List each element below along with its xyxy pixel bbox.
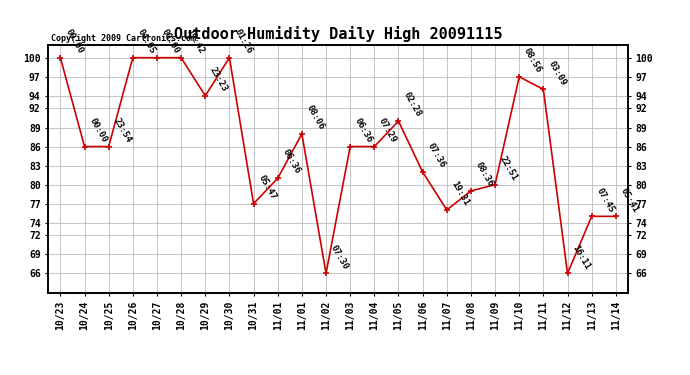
Text: 00:00: 00:00 [88, 116, 108, 144]
Text: 08:06: 08:06 [305, 104, 326, 131]
Text: 06:36: 06:36 [353, 116, 374, 144]
Text: 08:36: 08:36 [474, 160, 495, 188]
Text: 03:09: 03:09 [546, 59, 567, 87]
Text: 23:23: 23:23 [208, 66, 229, 93]
Text: 07:36: 07:36 [426, 142, 446, 170]
Text: 23:54: 23:54 [112, 116, 132, 144]
Text: 01:26: 01:26 [233, 27, 253, 55]
Text: 07:30: 07:30 [329, 243, 350, 271]
Text: 04:05: 04:05 [136, 27, 157, 55]
Text: 00:00: 00:00 [160, 27, 181, 55]
Text: 00:00: 00:00 [63, 27, 84, 55]
Text: 19:31: 19:31 [450, 180, 471, 207]
Text: 05:47: 05:47 [257, 173, 277, 201]
Text: 07:29: 07:29 [377, 116, 398, 144]
Text: 06:36: 06:36 [281, 148, 302, 176]
Text: 02:28: 02:28 [402, 91, 422, 118]
Title: Outdoor Humidity Daily High 20091115: Outdoor Humidity Daily High 20091115 [174, 27, 502, 42]
Text: 07:45: 07:45 [595, 186, 615, 214]
Text: 22:51: 22:51 [498, 154, 519, 182]
Text: 05:41: 05:41 [619, 186, 640, 214]
Text: 08:56: 08:56 [522, 46, 543, 74]
Text: Copyright 2009 Cartronics.com: Copyright 2009 Cartronics.com [51, 33, 196, 42]
Text: 16:11: 16:11 [571, 243, 591, 271]
Text: 19:42: 19:42 [184, 27, 205, 55]
